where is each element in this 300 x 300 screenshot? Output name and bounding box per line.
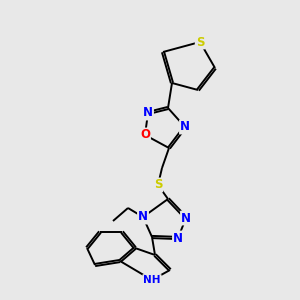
Text: N: N: [173, 232, 183, 244]
Text: N: N: [181, 212, 191, 224]
Text: NH: NH: [143, 275, 161, 285]
Text: S: S: [196, 35, 204, 49]
Text: N: N: [180, 121, 190, 134]
Text: S: S: [154, 178, 162, 191]
Text: N: N: [143, 106, 153, 119]
Text: O: O: [140, 128, 150, 142]
Text: N: N: [138, 211, 148, 224]
